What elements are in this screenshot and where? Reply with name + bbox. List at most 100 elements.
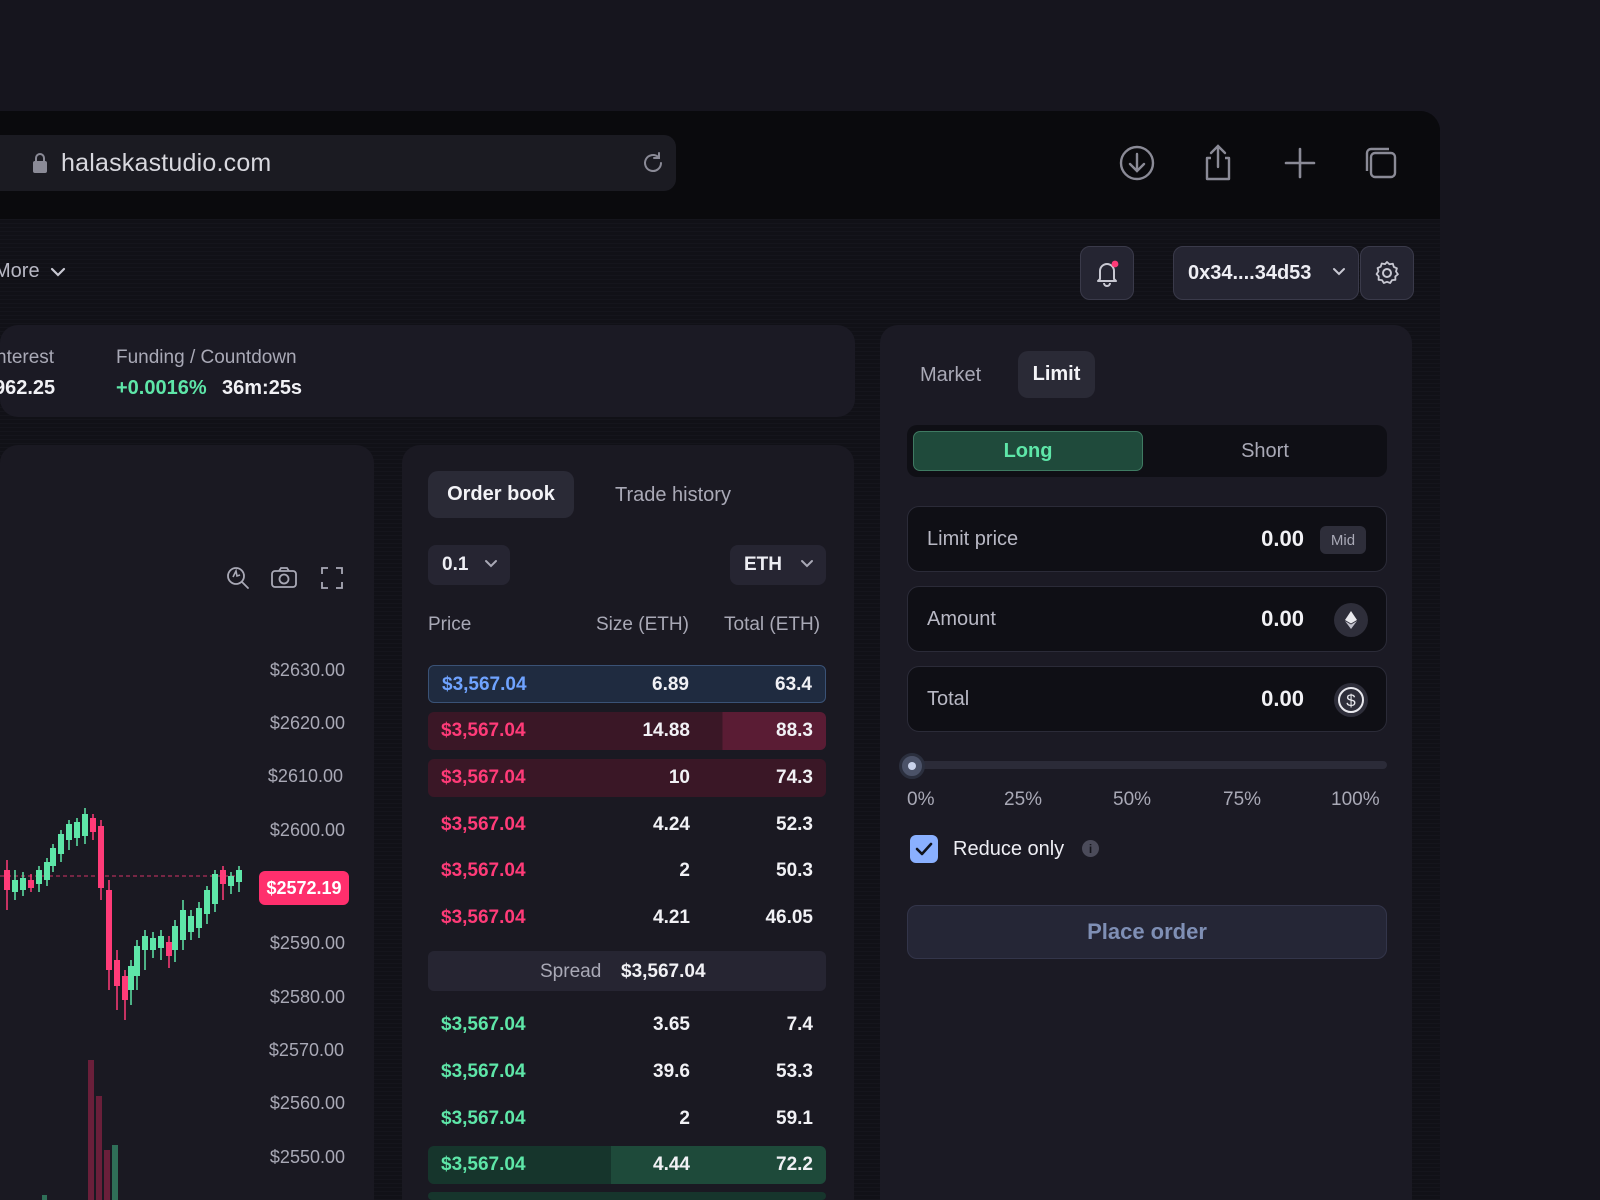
short-button[interactable]: Short: [1241, 439, 1289, 462]
wallet-address: 0x34....34d53: [1188, 261, 1312, 284]
candle-body: [106, 890, 112, 970]
candle-body: [166, 942, 172, 956]
candle-body: [90, 818, 96, 832]
bid-total: 59.1: [776, 1108, 813, 1129]
candle-body: [114, 960, 120, 986]
tabs-icon[interactable]: [1361, 143, 1401, 183]
ask-row[interactable]: $3,567.04 4.21 46.05: [428, 899, 826, 937]
volume-bar: [96, 1096, 102, 1200]
ask-size: 4.24: [653, 814, 690, 835]
ask-price: $3,567.04: [441, 720, 526, 741]
candle-body: [4, 870, 10, 890]
market-stats: nterest 962.25 Funding / Countdown +0.00…: [0, 325, 855, 417]
amount-field[interactable]: Amount 0.00: [907, 586, 1387, 652]
tick-size-select[interactable]: 0.1: [428, 545, 510, 585]
reduce-only-checkbox[interactable]: [910, 835, 938, 863]
address-bar[interactable]: halaskastudio.com: [0, 135, 676, 191]
amount-slider-thumb[interactable]: [899, 753, 925, 779]
candle-body: [220, 870, 226, 884]
volume-bar: [112, 1145, 118, 1200]
candlestick-chart[interactable]: [0, 800, 260, 1200]
bid-row[interactable]: $3,567.04 3.65 7.4: [428, 1006, 826, 1044]
url-text: halaskastudio.com: [61, 149, 272, 177]
price-tick: $2580.00: [269, 987, 345, 1007]
place-order-button[interactable]: Place order: [907, 905, 1387, 959]
ask-row[interactable]: $3,567.04 6.89 63.4: [428, 665, 826, 703]
slider-mark[interactable]: 25%: [1004, 789, 1043, 810]
mid-button[interactable]: Mid: [1320, 526, 1366, 554]
ask-price: $3,567.04: [442, 674, 527, 695]
info-icon[interactable]: i: [1082, 840, 1099, 857]
ask-total: 52.3: [776, 814, 813, 835]
unit-select[interactable]: ETH: [730, 545, 826, 585]
amount-value: 0.00: [1261, 606, 1304, 631]
ask-row[interactable]: $3,567.04 2 50.3: [428, 852, 826, 890]
chevron-down-icon: [50, 267, 65, 277]
funding-rate: +0.0016%: [116, 377, 207, 399]
ask-row[interactable]: $3,567.04 4.24 52.3: [428, 806, 826, 844]
tab-order-book[interactable]: Order book: [428, 471, 574, 518]
bid-row: [428, 1192, 826, 1200]
amount-label: Amount: [927, 608, 996, 630]
limit-price-value: 0.00: [1261, 526, 1304, 551]
new-tab-icon[interactable]: [1280, 143, 1320, 183]
candle-body: [44, 862, 50, 880]
svg-text:$: $: [1346, 691, 1356, 710]
limit-price-label: Limit price: [927, 528, 1019, 550]
more-label: More: [0, 260, 40, 282]
limit-price-field[interactable]: Limit price 0.00 Mid: [907, 506, 1387, 572]
funding-countdown: 36m:25s: [222, 377, 303, 399]
total-label: Total: [927, 688, 970, 710]
tab-market[interactable]: Market: [920, 364, 982, 386]
wallet-selector[interactable]: 0x34....34d53: [1173, 246, 1359, 300]
candle-body: [180, 910, 186, 940]
bid-size: 4.44: [653, 1154, 690, 1175]
slider-mark[interactable]: 0%: [907, 789, 935, 810]
download-icon[interactable]: [1117, 143, 1157, 183]
candle-body: [50, 848, 56, 866]
bid-row[interactable]: $3,567.04 39.6 53.3: [428, 1053, 826, 1091]
price-tick: $2630.00: [269, 660, 345, 680]
total-field[interactable]: Total 0.00 $: [907, 666, 1387, 732]
camera-icon[interactable]: [270, 565, 298, 589]
reload-icon[interactable]: [640, 150, 666, 176]
header-total: Total (ETH): [724, 614, 821, 635]
tab-trade-history[interactable]: Trade history: [615, 484, 731, 506]
ask-total: 63.4: [775, 674, 812, 695]
price-tick: $2600.00: [269, 820, 345, 840]
candle-body: [128, 966, 134, 990]
tab-limit[interactable]: Limit: [1018, 351, 1095, 398]
price-tick: $2610.00: [267, 766, 343, 786]
slider-mark[interactable]: 75%: [1223, 789, 1262, 810]
slider-mark[interactable]: 100%: [1331, 789, 1380, 810]
amount-slider-track[interactable]: [911, 761, 1387, 769]
open-interest-label: nterest: [0, 347, 55, 368]
tick-size-value: 0.1: [442, 554, 469, 575]
bid-total: 7.4: [786, 1014, 813, 1035]
unit-value: ETH: [744, 554, 782, 575]
bid-row[interactable]: $3,567.04 2 59.1: [428, 1100, 826, 1138]
ask-size: 14.88: [642, 720, 690, 741]
share-icon[interactable]: [1198, 143, 1238, 183]
ask-row[interactable]: $3,567.04 14.88 88.3: [428, 712, 826, 750]
reduce-only-label[interactable]: Reduce only: [953, 838, 1065, 860]
ask-price: $3,567.04: [441, 814, 526, 835]
candle-body: [82, 814, 88, 836]
ask-total: 74.3: [776, 767, 813, 788]
bid-size: 2: [679, 1108, 690, 1129]
slider-mark[interactable]: 50%: [1113, 789, 1152, 810]
fullscreen-icon[interactable]: [320, 566, 344, 590]
more-menu[interactable]: More: [0, 260, 66, 283]
spread-value: $3,567.04: [621, 961, 706, 982]
notifications-button[interactable]: [1080, 246, 1134, 300]
header-size: Size (ETH): [596, 614, 689, 635]
bid-size: 3.65: [653, 1014, 690, 1035]
dollar-coin-icon: $: [1334, 683, 1368, 717]
indicator-icon[interactable]: [225, 564, 251, 590]
bid-row[interactable]: $3,567.04 4.44 72.2: [428, 1146, 826, 1184]
volume-bar: [42, 1195, 47, 1200]
ask-total: 88.3: [776, 720, 813, 741]
settings-button[interactable]: [1360, 246, 1414, 300]
ask-row[interactable]: $3,567.04 10 74.3: [428, 759, 826, 797]
long-button[interactable]: Long: [913, 431, 1143, 471]
